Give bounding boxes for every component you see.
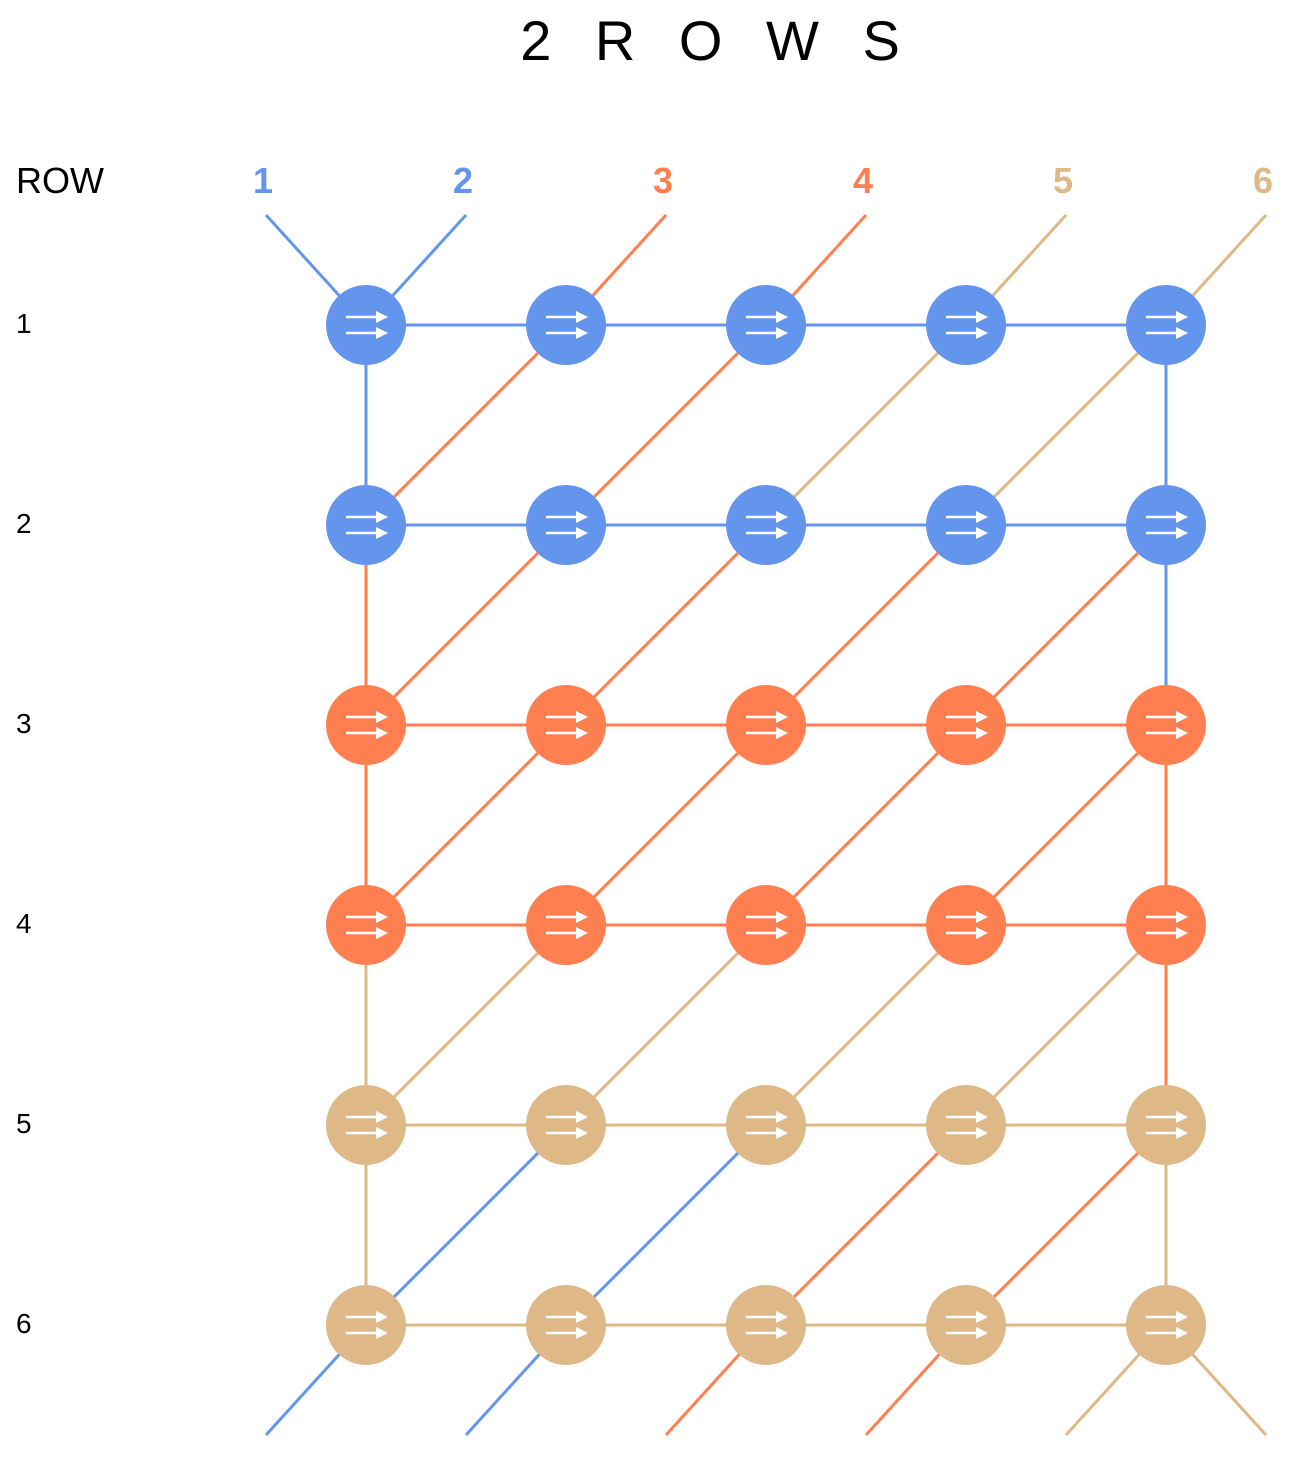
row-label-5: 5 [16, 1108, 32, 1139]
diagonal-edge-2-2 [364, 523, 568, 727]
router-node-r6-c2 [526, 1285, 606, 1365]
column-label-5: 5 [1052, 160, 1074, 201]
double-right-arrow-icon [746, 1311, 788, 1339]
router-node-r4-c4 [926, 885, 1006, 965]
double-right-arrow-icon [346, 711, 388, 739]
router-node-r1-c4 [926, 285, 1006, 365]
double-right-arrow-icon [1146, 911, 1188, 939]
router-node-r6-c4 [926, 1285, 1006, 1365]
row-label-3: 3 [16, 708, 32, 739]
row-label-4: 4 [16, 908, 32, 939]
double-right-arrow-icon [346, 911, 388, 939]
double-right-arrow-icon [746, 311, 788, 339]
column-label-4: 4 [852, 160, 874, 201]
double-right-arrow-icon [946, 511, 988, 539]
double-right-arrow-icon [746, 511, 788, 539]
diagonal-edge-3-2 [364, 723, 568, 927]
router-node-r1-c1 [326, 285, 406, 365]
router-node-r4-c5 [1126, 885, 1206, 965]
router-node-r5-c2 [526, 1085, 606, 1165]
double-right-arrow-icon [746, 711, 788, 739]
router-node-r3-c4 [926, 685, 1006, 765]
router-node-r6-c5 [1126, 1285, 1206, 1365]
router-node-r3-c5 [1126, 685, 1206, 765]
double-right-arrow-icon [946, 1311, 988, 1339]
router-node-r4-c3 [726, 885, 806, 965]
node-layer [326, 285, 1206, 1365]
router-node-r6-c1 [326, 1285, 406, 1365]
diagonal-edge-5-2 [364, 1123, 568, 1327]
diagonal-edge-5-3 [564, 1123, 768, 1327]
double-right-arrow-icon [546, 1311, 588, 1339]
router-node-r4-c1 [326, 885, 406, 965]
edge-layer [264, 213, 1268, 1437]
diagonal-edge-1-2 [364, 323, 568, 527]
diagonal-edge-4-3 [564, 923, 768, 1127]
diagonal-edge-4-5 [964, 923, 1168, 1127]
row-header: ROW [16, 160, 104, 201]
row-label-2: 2 [16, 508, 32, 539]
router-node-r5-c5 [1126, 1085, 1206, 1165]
router-node-r3-c3 [726, 685, 806, 765]
column-label-1: 1 [252, 160, 274, 201]
double-right-arrow-icon [946, 1111, 988, 1139]
double-right-arrow-icon [1146, 311, 1188, 339]
router-node-r5-c4 [926, 1085, 1006, 1165]
double-right-arrow-icon [346, 511, 388, 539]
router-node-r3-c2 [526, 685, 606, 765]
diagonal-edge-2-3 [564, 523, 768, 727]
double-right-arrow-icon [1146, 511, 1188, 539]
router-node-r2-c5 [1126, 485, 1206, 565]
double-right-arrow-icon [546, 711, 588, 739]
diagram-title: 2 R O W S [520, 9, 914, 72]
double-right-arrow-icon [746, 1111, 788, 1139]
column-label-6: 6 [1252, 160, 1274, 201]
diagonal-edge-1-3 [564, 323, 768, 527]
double-right-arrow-icon [946, 311, 988, 339]
double-right-arrow-icon [546, 1111, 588, 1139]
router-node-r2-c1 [326, 485, 406, 565]
diagonal-edge-2-5 [964, 523, 1168, 727]
double-right-arrow-icon [746, 911, 788, 939]
diagonal-edge-1-5 [964, 323, 1168, 527]
diagonal-edge-4-4 [764, 923, 968, 1127]
router-node-r1-c2 [526, 285, 606, 365]
row-label-1: 1 [16, 308, 32, 339]
router-node-r5-c3 [726, 1085, 806, 1165]
router-node-r4-c2 [526, 885, 606, 965]
row-label-6: 6 [16, 1308, 32, 1339]
diagonal-edge-4-2 [364, 923, 568, 1127]
diagonal-edge-5-4 [764, 1123, 968, 1327]
double-right-arrow-icon [946, 711, 988, 739]
diagonal-edge-2-4 [764, 523, 968, 727]
router-node-r1-c3 [726, 285, 806, 365]
router-node-r2-c2 [526, 485, 606, 565]
diagonal-edge-3-3 [564, 723, 768, 927]
column-label-3: 3 [652, 160, 674, 201]
column-label-2: 2 [452, 160, 474, 201]
router-node-r6-c3 [726, 1285, 806, 1365]
double-right-arrow-icon [946, 911, 988, 939]
diagonal-edge-3-5 [964, 723, 1168, 927]
double-right-arrow-icon [546, 511, 588, 539]
diagonal-edge-3-4 [764, 723, 968, 927]
double-right-arrow-icon [346, 311, 388, 339]
diagonal-edge-1-4 [764, 323, 968, 527]
router-node-r2-c4 [926, 485, 1006, 565]
router-node-r5-c1 [326, 1085, 406, 1165]
router-node-r1-c5 [1126, 285, 1206, 365]
router-node-r3-c1 [326, 685, 406, 765]
double-right-arrow-icon [1146, 1311, 1188, 1339]
double-right-arrow-icon [346, 1311, 388, 1339]
double-right-arrow-icon [546, 311, 588, 339]
diagonal-edge-5-5 [964, 1123, 1168, 1327]
router-node-r2-c3 [726, 485, 806, 565]
double-right-arrow-icon [1146, 711, 1188, 739]
double-right-arrow-icon [1146, 1111, 1188, 1139]
double-right-arrow-icon [546, 911, 588, 939]
double-right-arrow-icon [346, 1111, 388, 1139]
